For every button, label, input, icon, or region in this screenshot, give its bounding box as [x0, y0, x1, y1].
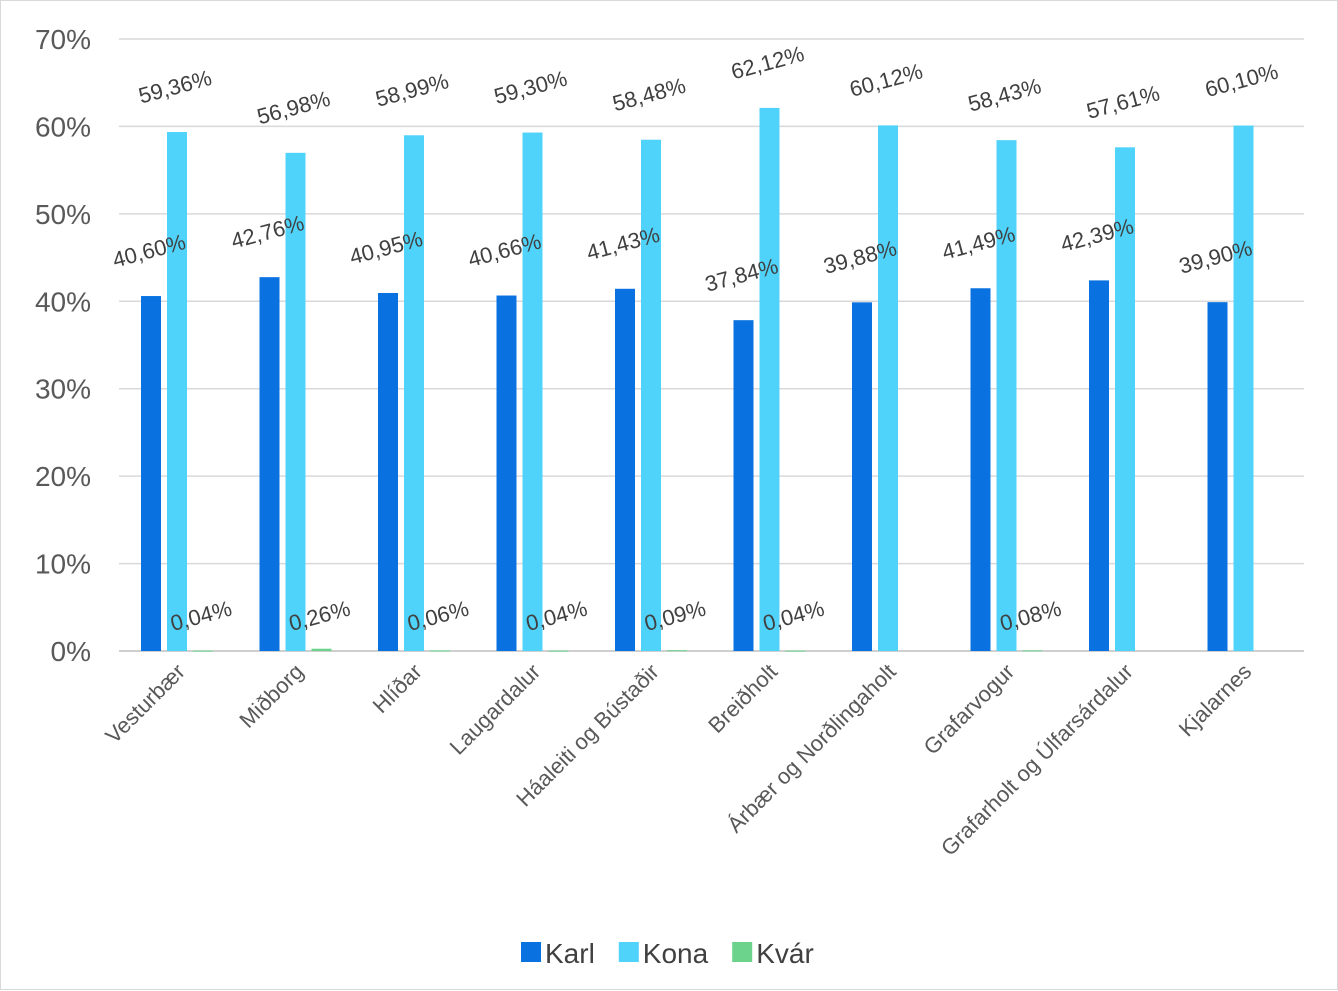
- bar-kvár: [430, 650, 450, 652]
- bar-karl: [141, 296, 161, 651]
- bars: [141, 107, 1254, 652]
- bar-kona: [404, 135, 424, 651]
- gridlines: [119, 38, 1304, 652]
- y-tick-label: 10%: [35, 549, 91, 580]
- bar-kona: [641, 139, 661, 651]
- bar-kvár: [1022, 650, 1043, 652]
- data-label: 59,36%: [136, 65, 215, 108]
- bar-kvár: [785, 650, 806, 652]
- x-tick-label: Laugardalur: [445, 659, 546, 760]
- bar-kona: [167, 132, 187, 652]
- y-tick-label: 70%: [35, 24, 91, 55]
- y-tick-label: 0%: [51, 636, 91, 667]
- data-label: 58,43%: [965, 73, 1044, 116]
- bar-kona: [285, 152, 306, 651]
- bar-karl: [259, 277, 280, 651]
- legend: Karl Kona Kvár: [521, 938, 814, 969]
- bar-kvár: [548, 650, 569, 652]
- data-label: 60,10%: [1202, 59, 1281, 102]
- y-tick-label: 40%: [35, 286, 91, 317]
- y-tick-label: 50%: [35, 199, 91, 230]
- y-tick-label: 20%: [35, 461, 91, 492]
- legend-label: Karl: [545, 938, 595, 969]
- legend-swatch: [732, 942, 753, 962]
- legend-label: Kona: [643, 938, 709, 969]
- bar-karl: [852, 302, 872, 651]
- bar-karl: [496, 295, 517, 651]
- x-tick-label: Hlíðar: [368, 659, 427, 718]
- y-tick-label: 60%: [35, 111, 91, 142]
- bar-karl: [615, 288, 635, 651]
- y-axis-ticks: 0% 10% 20% 30% 40% 50% 60% 70%: [35, 24, 91, 667]
- bar-karl: [970, 288, 991, 651]
- bar-karl: [1089, 280, 1109, 651]
- data-label: 58,48%: [610, 73, 689, 116]
- bar-kona: [1233, 125, 1254, 652]
- bar-kvár: [193, 650, 213, 652]
- bar-kvár: [311, 648, 332, 651]
- bar-kona: [1115, 147, 1135, 651]
- data-label: 59,30%: [491, 66, 570, 109]
- x-tick-label: Miðborg: [234, 659, 308, 733]
- bar-kona: [522, 132, 543, 651]
- bar-kona: [759, 107, 780, 651]
- data-label: 58,99%: [373, 68, 452, 111]
- bar-karl: [378, 292, 398, 651]
- data-label: 62,12%: [728, 41, 807, 84]
- x-axis-ticks: Vesturbær Miðborg Hlíðar LaugardalurHáaleit…: [100, 659, 1256, 861]
- x-tick-label: Grafarholt og Úlfarsárdalur: [936, 659, 1138, 861]
- data-label: 60,12%: [847, 58, 926, 101]
- bar-kona: [996, 140, 1017, 652]
- x-tick-label: Kjalarnes: [1174, 659, 1257, 742]
- legend-swatch: [521, 942, 541, 962]
- y-tick-label: 30%: [35, 374, 91, 405]
- x-tick-label: Grafarvogur: [919, 659, 1020, 760]
- bar-karl: [733, 320, 754, 651]
- data-label: 56,98%: [254, 86, 333, 129]
- data-label: 57,61%: [1084, 80, 1163, 123]
- x-tick-label: Breiðholt: [703, 659, 782, 738]
- legend-swatch: [618, 942, 639, 962]
- x-tick-label: Vesturbær: [100, 659, 189, 748]
- legend-label: Kvár: [756, 938, 814, 969]
- bar-kvár: [667, 650, 687, 652]
- bar-kona: [878, 125, 898, 652]
- bar-karl: [1207, 302, 1228, 651]
